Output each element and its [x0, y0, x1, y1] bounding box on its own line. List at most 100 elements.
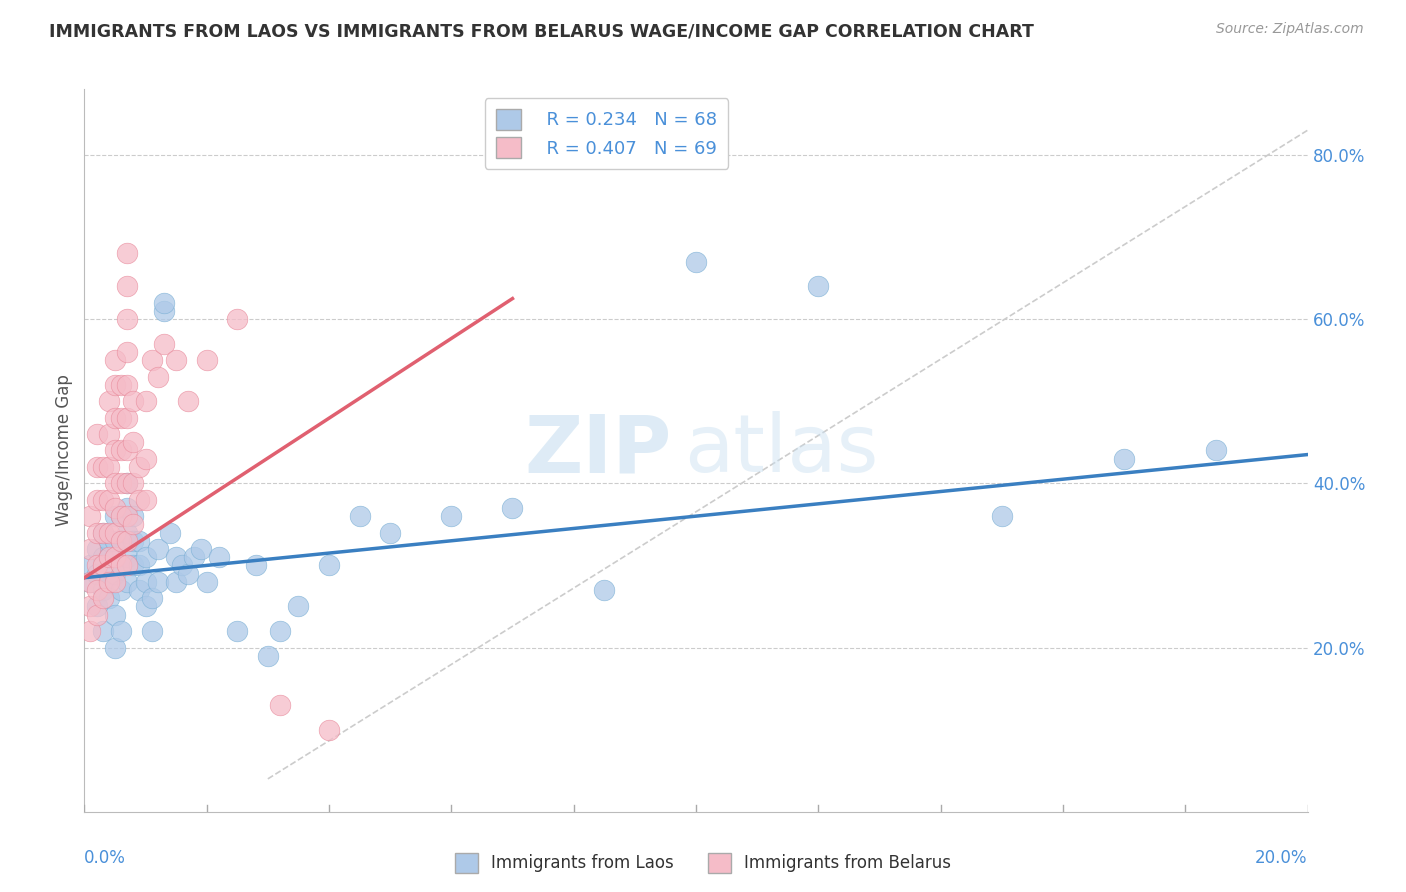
Point	[146, 541, 169, 556]
Point	[318, 723, 340, 737]
Point	[128, 492, 150, 507]
Point	[115, 279, 138, 293]
Point	[104, 377, 127, 392]
Point	[685, 254, 707, 268]
Point	[122, 394, 145, 409]
Point	[141, 624, 163, 639]
Point	[128, 459, 150, 474]
Point	[97, 591, 120, 606]
Point	[110, 582, 132, 597]
Point	[104, 525, 127, 540]
Point	[91, 558, 114, 573]
Point	[165, 550, 187, 565]
Point	[86, 607, 108, 622]
Point	[91, 591, 114, 606]
Point	[190, 541, 212, 556]
Point	[91, 459, 114, 474]
Text: 20.0%: 20.0%	[1256, 848, 1308, 867]
Point	[128, 558, 150, 573]
Point	[104, 607, 127, 622]
Legend: Immigrants from Laos, Immigrants from Belarus: Immigrants from Laos, Immigrants from Be…	[449, 847, 957, 880]
Point	[110, 509, 132, 524]
Point	[269, 624, 291, 639]
Point	[110, 410, 132, 425]
Point	[177, 566, 200, 581]
Point	[135, 574, 157, 589]
Point	[135, 492, 157, 507]
Point	[153, 304, 176, 318]
Point	[86, 492, 108, 507]
Point	[110, 533, 132, 548]
Point	[146, 369, 169, 384]
Point	[172, 558, 194, 573]
Point	[1205, 443, 1227, 458]
Point	[122, 509, 145, 524]
Point	[380, 525, 402, 540]
Point	[115, 410, 138, 425]
Text: atlas: atlas	[683, 411, 879, 490]
Point	[122, 476, 145, 491]
Point	[104, 476, 127, 491]
Point	[159, 525, 181, 540]
Point	[86, 566, 108, 581]
Point	[269, 698, 291, 712]
Point	[91, 525, 114, 540]
Point	[86, 525, 108, 540]
Point	[177, 394, 200, 409]
Point	[104, 410, 127, 425]
Point	[141, 591, 163, 606]
Text: ZIP: ZIP	[524, 411, 672, 490]
Point	[135, 550, 157, 565]
Point	[79, 574, 101, 589]
Point	[1114, 451, 1136, 466]
Point	[110, 624, 132, 639]
Point	[349, 509, 371, 524]
Point	[110, 509, 132, 524]
Point	[97, 459, 120, 474]
Point	[97, 525, 120, 540]
Point	[104, 509, 127, 524]
Point	[110, 443, 132, 458]
Point	[79, 541, 101, 556]
Point	[115, 525, 138, 540]
Point	[128, 533, 150, 548]
Point	[318, 558, 340, 573]
Point	[128, 582, 150, 597]
Point	[110, 476, 132, 491]
Point	[135, 451, 157, 466]
Point	[86, 599, 108, 614]
Text: 0.0%: 0.0%	[84, 848, 127, 867]
Point	[115, 533, 138, 548]
Point	[86, 541, 108, 556]
Point	[91, 624, 114, 639]
Point	[115, 574, 138, 589]
Point	[141, 353, 163, 368]
Point	[502, 500, 524, 515]
Point	[97, 427, 120, 442]
Point	[104, 443, 127, 458]
Point	[104, 353, 127, 368]
Point	[122, 435, 145, 450]
Point	[135, 599, 157, 614]
Point	[79, 574, 101, 589]
Point	[135, 394, 157, 409]
Point	[115, 312, 138, 326]
Point	[115, 345, 138, 359]
Point	[79, 624, 101, 639]
Point	[115, 509, 138, 524]
Point	[115, 500, 138, 515]
Point	[86, 558, 108, 573]
Point	[115, 443, 138, 458]
Point	[79, 599, 101, 614]
Point	[122, 558, 145, 573]
Point	[86, 459, 108, 474]
Point	[183, 550, 205, 565]
Point	[115, 377, 138, 392]
Point	[208, 550, 231, 565]
Point	[79, 509, 101, 524]
Point	[91, 582, 114, 597]
Point	[91, 492, 114, 507]
Point	[153, 295, 176, 310]
Point	[165, 574, 187, 589]
Point	[115, 246, 138, 260]
